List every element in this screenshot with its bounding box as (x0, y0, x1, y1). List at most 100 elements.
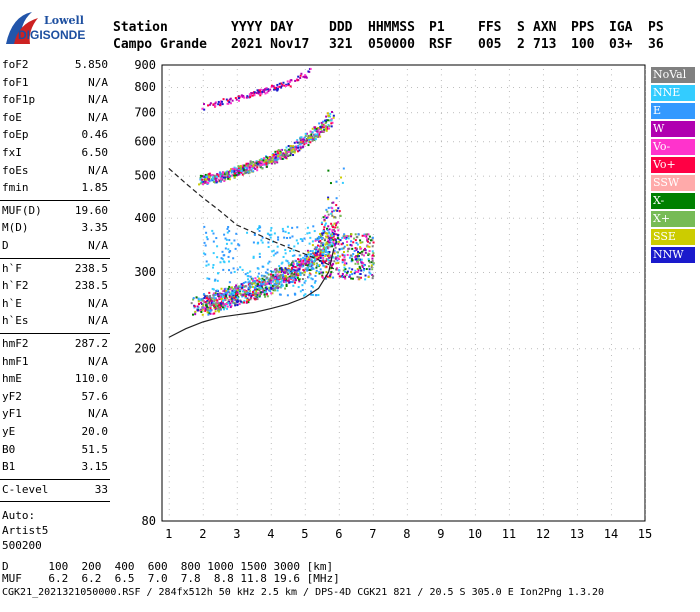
multi-hop-echo (211, 177, 214, 180)
echo-point (204, 309, 207, 312)
grid-dot (440, 503, 442, 505)
echo-point (338, 210, 341, 213)
noise-echo (212, 240, 215, 243)
noise-echo (313, 281, 316, 284)
grid-dot (576, 239, 578, 241)
grid-dot (304, 393, 306, 395)
grid-dot (270, 371, 272, 373)
echo-point (236, 291, 239, 294)
grid-dot (610, 151, 612, 153)
multi-hop-echo (235, 174, 238, 177)
grid-dot (591, 141, 592, 143)
echo-point (334, 226, 337, 229)
grid-dot (542, 272, 544, 274)
grid-dot (406, 135, 408, 136)
grid-dot (474, 278, 476, 279)
spread-echo (350, 270, 353, 273)
grid-dot (168, 443, 170, 444)
grid-dot (270, 443, 272, 444)
grid-dot (372, 311, 374, 312)
echo-point (219, 304, 222, 307)
param-row-g3-0: h`F 238.5 (2, 262, 108, 276)
grid-dot (576, 344, 578, 345)
grid-dot (610, 454, 612, 455)
grid-dot (645, 322, 646, 323)
echo-point (236, 287, 239, 290)
spread-echo (332, 276, 335, 279)
grid-dot (202, 476, 204, 477)
grid-dot (249, 87, 250, 88)
grid-dot (236, 146, 238, 147)
grid-dot (363, 141, 364, 143)
noise-echo (313, 230, 316, 233)
multi-hop-echo (310, 136, 313, 139)
grid-dot (202, 124, 204, 125)
echo-point (292, 263, 295, 266)
multi-hop-echo (308, 136, 311, 139)
grid-dot (195, 112, 196, 114)
multi-hop-echo (198, 183, 201, 186)
grid-dot (645, 140, 646, 142)
spread-echo (356, 255, 359, 258)
multi-hop-echo (205, 181, 208, 184)
grid-dot (610, 426, 612, 428)
grid-dot (219, 271, 220, 273)
noise-echo (216, 279, 219, 282)
echo-point (204, 301, 207, 304)
grid-dot (338, 333, 340, 334)
triple-hop-echo (253, 94, 256, 97)
param-label: fxI (2, 146, 22, 159)
echo-point (270, 282, 273, 285)
multi-hop-echo (279, 151, 282, 154)
noise-echo (287, 244, 290, 247)
echo-point (273, 276, 276, 279)
echo-point (247, 286, 250, 289)
echo-point (199, 309, 202, 312)
param-row-g1-5: fxI 6.50 (2, 146, 108, 160)
grid-dot (508, 316, 510, 318)
multi-hop-echo (223, 171, 226, 174)
multi-hop-echo (322, 123, 325, 126)
grid-dot (508, 124, 510, 125)
param-row-g1-3: foE N/A (2, 111, 108, 125)
grid-dot (270, 124, 272, 125)
multi-hop-echo (276, 161, 279, 164)
grid-dot (429, 217, 430, 219)
grid-dot (645, 371, 646, 373)
grid-dot (270, 437, 272, 439)
echo-point (245, 291, 248, 294)
grid-dot (372, 393, 374, 395)
multi-hop-echo (259, 165, 262, 168)
echo-point (327, 213, 330, 216)
param-value: 287.2 (74, 337, 108, 350)
echo-point (322, 230, 325, 233)
triple-hop-echo (260, 92, 263, 95)
noise-echo (270, 233, 273, 236)
grid-dot (381, 112, 382, 114)
multi-hop-echo (259, 164, 262, 167)
grid-dot (372, 377, 374, 378)
spread-echo (349, 243, 352, 246)
spread-echo (361, 241, 364, 244)
grid-dot (576, 91, 578, 92)
grid-dot (597, 348, 598, 350)
grid-dot (561, 112, 562, 114)
grid-dot (372, 300, 374, 301)
grid-dot (372, 113, 374, 114)
grid-dot (338, 465, 340, 466)
echo-point (228, 295, 231, 298)
echo-point (296, 264, 299, 267)
echo-point (274, 289, 277, 292)
grid-dot (627, 217, 628, 219)
grid-dot (168, 300, 170, 301)
grid-dot (270, 382, 272, 384)
triple-hop-echo (259, 88, 262, 91)
echo-point (299, 258, 302, 261)
spread-echo (371, 277, 374, 280)
multi-hop-echo (265, 162, 268, 165)
spread-echo (371, 268, 374, 271)
noise-echo (215, 237, 218, 240)
grid-dot (372, 481, 374, 483)
triple-hop-echo (304, 74, 307, 77)
noise-echo (306, 266, 309, 269)
